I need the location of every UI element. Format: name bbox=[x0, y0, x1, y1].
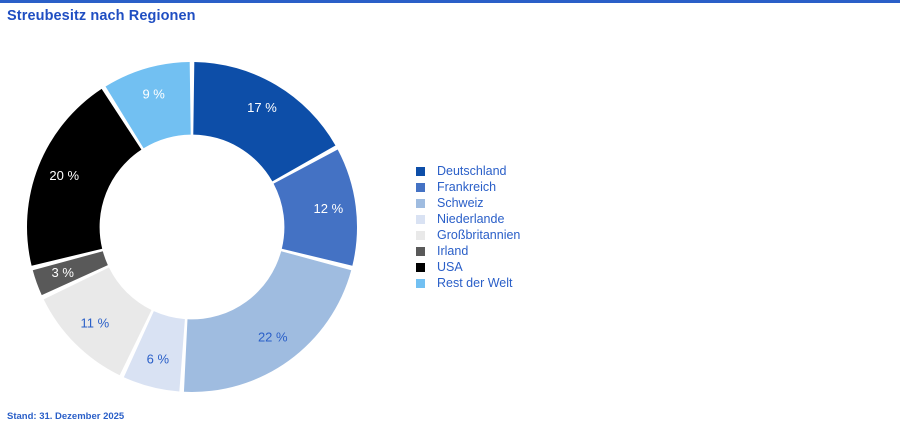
legend-swatch-icon bbox=[416, 182, 425, 192]
legend-item-label: Deutschland bbox=[437, 164, 507, 178]
legend-item[interactable]: Großbritannien bbox=[416, 227, 666, 243]
legend-swatch-icon bbox=[416, 214, 425, 224]
donut-slice[interactable] bbox=[105, 62, 191, 149]
legend-swatch-icon bbox=[416, 262, 425, 272]
donut-slice-value-label: 9 % bbox=[142, 86, 165, 101]
donut-slices bbox=[26, 62, 357, 392]
donut-slice-value-label: 20 % bbox=[49, 168, 79, 183]
donut-slice[interactable] bbox=[123, 311, 185, 392]
legend-swatch-icon bbox=[416, 166, 425, 176]
donut-slice-value-label: 3 % bbox=[52, 265, 75, 280]
legend-item-label: Großbritannien bbox=[437, 228, 521, 242]
legend-item[interactable]: Schweiz bbox=[416, 195, 666, 211]
footnote-asof-date: Stand: 31. Dezember 2025 bbox=[7, 411, 125, 422]
donut-slice-labels: 17 % 12 % 22 % 6 % 11 % 3 % 20 % 9 % bbox=[49, 86, 343, 366]
donut-slice-value-label: 11 % bbox=[80, 316, 109, 331]
donut-slice[interactable] bbox=[273, 149, 357, 266]
legend-item[interactable]: Deutschland bbox=[416, 163, 666, 179]
legend-item-label: Rest der Welt bbox=[437, 276, 513, 290]
legend-item-label: Schweiz bbox=[437, 196, 484, 210]
chart-legend: Deutschland Frankreich Schweiz Niederlande G… bbox=[416, 163, 666, 291]
donut-slice[interactable] bbox=[193, 62, 336, 182]
legend-item-label: Niederlande bbox=[437, 212, 505, 226]
legend-item-label: USA bbox=[437, 260, 463, 274]
legend-item-label: Irland bbox=[437, 244, 469, 258]
donut-slice[interactable] bbox=[183, 251, 352, 392]
legend-item[interactable]: Rest der Welt bbox=[416, 275, 666, 291]
donut-slice[interactable] bbox=[32, 251, 108, 296]
donut-slice-value-label: 17 % bbox=[247, 100, 277, 115]
donut-chart-svg: 17 % 12 % 22 % 6 % 11 % 3 % 20 % 9 % bbox=[26, 62, 357, 392]
legend-swatch-icon bbox=[416, 198, 425, 208]
page-title: Streubesitz nach Regionen bbox=[7, 8, 196, 24]
top-border-rule bbox=[0, 0, 900, 3]
legend-item[interactable]: Irland bbox=[416, 243, 666, 259]
legend-item-label: Frankreich bbox=[437, 180, 497, 194]
legend-swatch-icon bbox=[416, 246, 425, 256]
donut-slice-value-label: 12 % bbox=[314, 201, 344, 216]
legend-swatch-icon bbox=[416, 230, 425, 240]
donut-slice-value-label: 6 % bbox=[147, 352, 170, 367]
legend-swatch-icon bbox=[416, 278, 425, 288]
donut-slice[interactable] bbox=[43, 267, 152, 376]
legend-item[interactable]: Frankreich bbox=[416, 179, 666, 195]
legend-item[interactable]: USA bbox=[416, 259, 666, 275]
donut-slice[interactable] bbox=[26, 88, 142, 266]
legend-item[interactable]: Niederlande bbox=[416, 211, 666, 227]
donut-chart: 17 % 12 % 22 % 6 % 11 % 3 % 20 % 9 % bbox=[0, 40, 400, 410]
donut-slice-value-label: 22 % bbox=[258, 330, 288, 345]
